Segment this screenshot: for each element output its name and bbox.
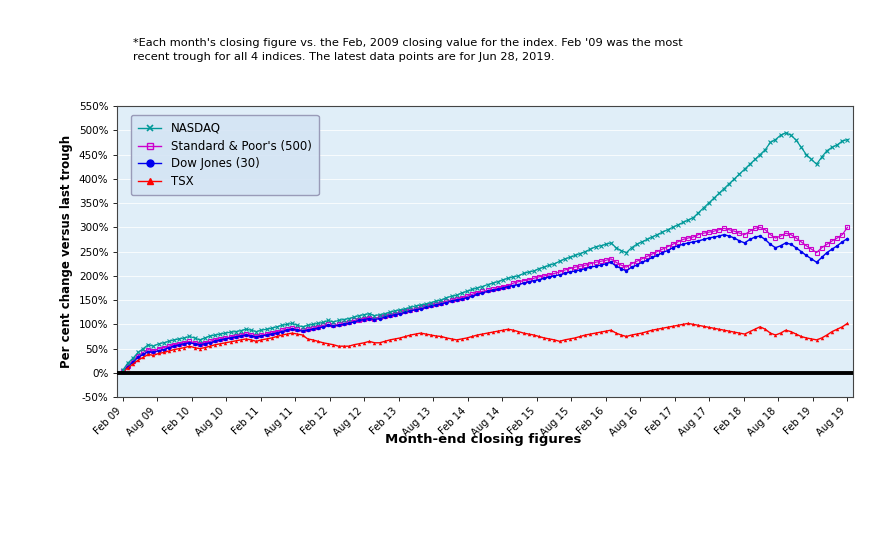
TSX (117, 369, 128, 375)
Dow Jones (30) (764, 241, 774, 248)
TSX (682, 320, 693, 326)
Text: Month-end closing figures: Month-end closing figures (384, 434, 580, 447)
TSX (590, 330, 600, 336)
TSX (574, 333, 585, 340)
Line: TSX: TSX (121, 322, 848, 374)
Standard & Poor's (500) (338, 320, 348, 326)
Line: NASDAQ: NASDAQ (121, 131, 848, 373)
NASDAQ (779, 129, 790, 136)
NASDAQ (117, 367, 128, 374)
Line: Standard & Poor's (500): Standard & Poor's (500) (121, 226, 848, 373)
Dow Jones (30) (718, 231, 728, 238)
NASDAQ (467, 286, 477, 293)
Dow Jones (30) (590, 263, 600, 269)
Text: Percentage increases of key stock market indices since their Feb 2009 troughs:
 : Percentage increases of key stock market… (136, 490, 622, 522)
NASDAQ (338, 316, 348, 323)
Dow Jones (30) (117, 368, 128, 375)
NASDAQ (760, 146, 770, 153)
Standard & Poor's (500) (590, 259, 600, 265)
Standard & Poor's (500) (754, 224, 765, 231)
NASDAQ (497, 276, 507, 283)
TSX (497, 327, 507, 333)
Dow Jones (30) (574, 267, 585, 273)
Text: *Each month's closing figure vs. the Feb, 2009 closing value for the index. Feb : *Each month's closing figure vs. the Feb… (133, 38, 682, 62)
Standard & Poor's (500) (467, 291, 477, 298)
Dow Jones (30) (841, 235, 852, 242)
TSX (841, 320, 852, 326)
TSX (338, 343, 348, 349)
Y-axis label: Per cent change versus last trough: Per cent change versus last trough (60, 135, 73, 368)
Standard & Poor's (500) (117, 368, 128, 375)
Standard & Poor's (500) (841, 224, 852, 231)
Dow Jones (30) (338, 321, 348, 327)
TSX (467, 333, 477, 340)
Standard & Poor's (500) (764, 231, 774, 238)
Standard & Poor's (500) (497, 283, 507, 290)
TSX (764, 330, 774, 336)
NASDAQ (590, 244, 600, 250)
Dow Jones (30) (467, 293, 477, 300)
NASDAQ (574, 250, 585, 257)
Dow Jones (30) (497, 285, 507, 291)
Legend: NASDAQ, Standard & Poor's (500), Dow Jones (30), TSX: NASDAQ, Standard & Poor's (500), Dow Jon… (130, 115, 318, 195)
NASDAQ (841, 137, 852, 143)
Standard & Poor's (500) (574, 263, 585, 269)
Line: Dow Jones (30): Dow Jones (30) (121, 233, 848, 373)
